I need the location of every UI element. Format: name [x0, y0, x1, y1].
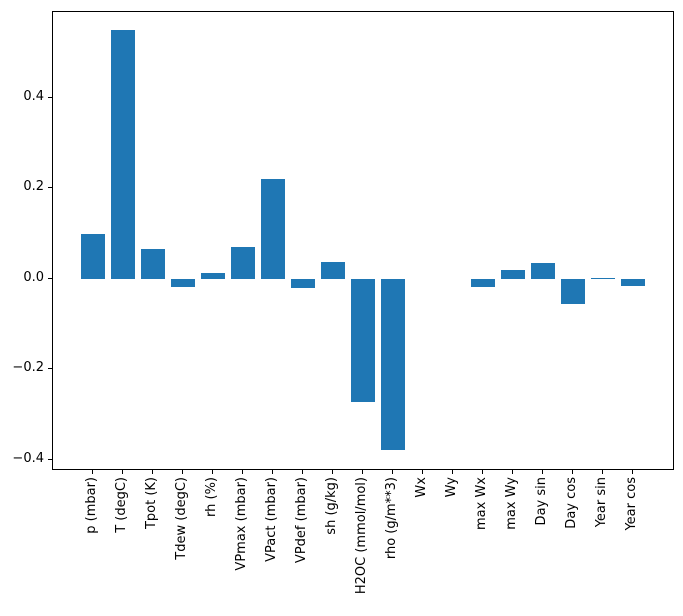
- x-tick-label: Year cos: [623, 477, 639, 531]
- x-tick-mark: [511, 470, 513, 474]
- x-tick-mark: [182, 470, 184, 474]
- x-tick-label: Wx: [413, 477, 429, 498]
- x-tick-label: sh (g/kg): [324, 477, 340, 535]
- bar-max-wx: [470, 278, 495, 288]
- bar-tpot-k: [141, 249, 166, 279]
- x-tick-mark: [571, 470, 573, 474]
- x-tick-mark: [362, 470, 363, 474]
- x-tick-mark: [451, 470, 453, 474]
- x-tick-label: rho (g/m**3): [383, 477, 399, 560]
- x-tick-mark: [332, 470, 334, 474]
- bar-max-wy: [500, 270, 525, 279]
- bar-vpmax-mbar: [231, 247, 256, 279]
- x-tick-label: Day sin: [533, 477, 549, 526]
- bar-year-cos: [620, 278, 645, 286]
- x-tick-mark: [601, 470, 603, 474]
- y-tick-label: 0.2: [23, 179, 44, 195]
- x-tick-mark: [212, 470, 214, 474]
- x-tick-mark: [481, 470, 483, 474]
- y-tick-label: 0.0: [23, 269, 44, 285]
- x-tick-label: VPmax (mbar): [234, 477, 250, 571]
- bar-day-sin: [530, 262, 555, 279]
- x-tick-mark: [242, 470, 244, 474]
- bar-vpdef-mbar: [291, 278, 316, 289]
- x-tick-label: Day cos: [563, 477, 579, 529]
- x-tick-mark: [631, 470, 633, 474]
- x-tick-label: Year sin: [593, 477, 609, 528]
- x-tick-mark: [152, 470, 154, 474]
- x-tick-mark: [122, 470, 124, 474]
- y-tick-mark: [48, 187, 52, 189]
- bar-sh-g-kg: [321, 262, 345, 279]
- x-tick-label: H2OC (mmol/mol): [354, 477, 369, 595]
- y-tick-label: 0.4: [23, 88, 44, 104]
- bar-rho-g-m-3: [380, 278, 405, 450]
- x-tick-label: max Wy: [503, 477, 519, 530]
- x-tick-mark: [421, 470, 423, 474]
- x-tick-label: Tpot (K): [144, 477, 160, 530]
- bar-rh: [201, 273, 226, 279]
- bar-t-degc: [111, 30, 136, 279]
- x-tick-mark: [541, 470, 543, 474]
- bar-h2oc-mmol-mol: [351, 278, 375, 403]
- x-tick-label: max Wx: [473, 477, 489, 531]
- y-tick-label: −0.2: [12, 360, 44, 376]
- x-tick-mark: [391, 470, 393, 474]
- x-tick-mark: [302, 470, 304, 474]
- y-tick-mark: [48, 368, 52, 370]
- plot-area: [52, 11, 674, 470]
- bar-p-mbar: [81, 233, 106, 279]
- x-tick-label: p (mbar): [84, 477, 100, 534]
- x-tick-mark: [92, 470, 94, 474]
- x-tick-label: T (degC): [114, 477, 130, 533]
- x-tick-label: VPdef (mbar): [294, 477, 310, 564]
- x-tick-label: rh (%): [204, 477, 220, 517]
- bar-year-sin: [590, 277, 615, 279]
- x-tick-label: Wy: [443, 477, 459, 498]
- bar-tdew-degc: [171, 278, 196, 288]
- y-tick-mark: [48, 96, 52, 98]
- x-tick-mark: [272, 470, 274, 474]
- bar-day-cos: [560, 278, 585, 305]
- y-tick-label: −0.4: [12, 450, 44, 466]
- x-tick-label: VPact (mbar): [264, 477, 280, 562]
- x-tick-label: Tdew (degC): [174, 477, 190, 560]
- y-tick-mark: [48, 458, 52, 460]
- y-tick-mark: [48, 277, 52, 279]
- bar-vpact-mbar: [261, 179, 286, 279]
